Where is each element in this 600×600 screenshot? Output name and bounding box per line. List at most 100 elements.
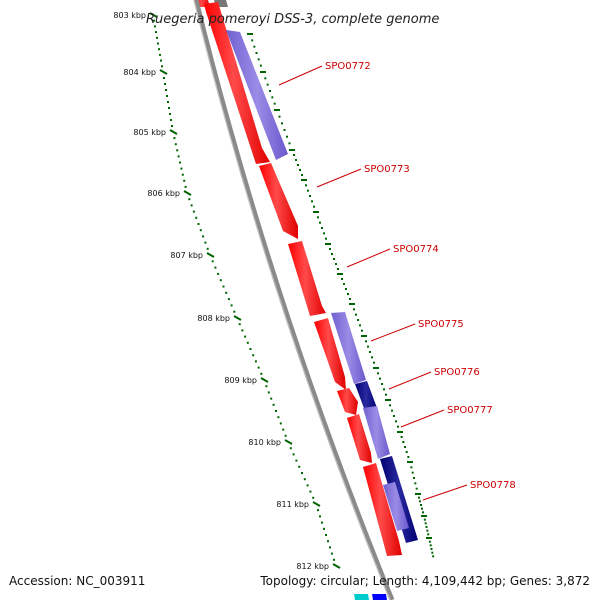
ruler-dot (267, 391, 270, 394)
outer-ruler-tick (373, 367, 379, 369)
bottom-cut-feature-blue (372, 594, 387, 600)
outer-ruler-dot (359, 324, 361, 327)
ruler-dot (183, 179, 186, 182)
ruler-dot (180, 167, 183, 170)
ruler-dot (319, 515, 321, 518)
ruler-dot (190, 204, 193, 207)
gene-label-spo0777[interactable]: SPO0777 (447, 405, 493, 416)
outer-ruler-tick (361, 335, 367, 337)
ruler-dot (329, 546, 331, 549)
ruler-tick-8 (312, 501, 321, 507)
ruler-dot (214, 266, 217, 269)
ruler-dot (164, 83, 166, 85)
gene-leader-line-6 (422, 484, 468, 501)
outer-ruler-dot (264, 77, 267, 80)
ruler-dot (222, 285, 225, 288)
gene-label-spo0774[interactable]: SPO0774 (393, 244, 439, 255)
ruler-dot (284, 434, 287, 437)
ruler-dot (197, 223, 200, 225)
outer-ruler-dot (341, 278, 343, 280)
gene-label-spo0772[interactable]: SPO0772 (325, 61, 371, 72)
ruler-tick-6 (260, 377, 269, 383)
outer-ruler-dot (259, 64, 262, 67)
ruler-dot (241, 329, 244, 332)
ruler-tick-2 (169, 129, 178, 135)
gene-leader-line-3 (370, 323, 416, 342)
ruler-dot (323, 527, 325, 530)
ruler-dot (254, 360, 257, 363)
outer-ruler-dot (414, 482, 417, 485)
gene-leader-line-5 (400, 409, 445, 428)
outer-ruler-dot (397, 425, 399, 428)
outer-ruler-dot (379, 377, 381, 380)
gene-label-spo0776[interactable]: SPO0776 (434, 367, 480, 378)
outer-ruler-dot (422, 511, 424, 514)
gene-label-spo0773[interactable]: SPO0773 (364, 164, 410, 175)
forward-gene-6 (363, 463, 402, 556)
ruler-tick-label-3: 806 kbp (147, 189, 180, 198)
accession-label: Accession: NC_003911 (9, 574, 146, 588)
ruler-dot (177, 155, 180, 158)
outer-ruler-dot (413, 477, 415, 479)
gene-labels: SPO0772 SPO0773 SPO0774 SPO0775 SPO0776 SPO07… (278, 61, 516, 501)
ruler-dot (301, 472, 303, 474)
ruler-dot (298, 465, 301, 468)
ruler-tick-label-6: 809 kbp (224, 376, 257, 385)
ruler-dot (211, 260, 214, 263)
outer-ruler-dot (415, 487, 418, 490)
ruler-dot (249, 348, 252, 350)
outer-ruler-dots (247, 33, 435, 558)
outer-ruler-dot (421, 507, 423, 510)
outer-ruler-dot (288, 142, 291, 145)
outer-ruler-dot (278, 115, 281, 118)
ruler-dot (171, 125, 173, 127)
genome-backbone-highlight (193, 0, 391, 600)
outer-ruler-dot (301, 174, 303, 176)
reverse-gene-3 (363, 406, 390, 459)
ruler-dot (206, 247, 209, 250)
ruler-dot (176, 149, 179, 152)
ruler-dot (154, 25, 156, 28)
ruler-dot (157, 42, 159, 45)
outer-ruler-dot (309, 195, 311, 197)
forward-gene-5 (347, 414, 372, 463)
ruler-tick-9 (332, 563, 341, 569)
ruler-dot (312, 496, 315, 499)
ruler-dot (204, 241, 207, 244)
outer-ruler-dot (295, 159, 297, 161)
ruler-dot (153, 19, 155, 22)
outer-ruler-dot (345, 288, 347, 290)
outer-ruler-dot (313, 205, 315, 208)
ruler-dot (252, 354, 255, 357)
ruler-tick-label-9: 812 kbp (296, 562, 329, 571)
ruler-dot (246, 341, 249, 344)
ruler-tick-label-4: 807 kbp (170, 251, 203, 260)
ruler-tick-label-5: 808 kbp (197, 314, 230, 323)
gene-leader-line-1 (316, 168, 362, 188)
outer-ruler-dot (353, 308, 355, 311)
ruler-tick-7 (284, 439, 293, 445)
ruler-dot (159, 53, 161, 56)
ruler-dot (272, 403, 275, 406)
gene-label-spo0778[interactable]: SPO0778 (470, 480, 516, 491)
outer-ruler-dot (400, 436, 403, 438)
ruler-dot (168, 107, 170, 109)
outer-ruler-dot (424, 522, 427, 525)
ruler-dot (333, 558, 335, 561)
outer-ruler-tick (289, 149, 295, 151)
outer-ruler-tick (325, 243, 331, 245)
ruler-dot (170, 119, 172, 121)
outer-ruler-dot (373, 361, 375, 364)
outer-ruler-dot (355, 313, 357, 316)
outer-ruler-dot (293, 154, 295, 156)
ruler-dot (321, 521, 323, 524)
bottom-cut-feature-cyan (354, 594, 369, 600)
gene-label-spo0775[interactable]: SPO0775 (418, 319, 464, 330)
outer-ruler-dot (349, 298, 351, 300)
outer-ruler-dot (335, 263, 337, 265)
outer-ruler-dot (283, 129, 286, 131)
outer-ruler-tick (421, 515, 427, 517)
outer-ruler-dot (402, 441, 405, 443)
ruler-dot (219, 279, 222, 282)
ruler-dot (292, 453, 295, 456)
